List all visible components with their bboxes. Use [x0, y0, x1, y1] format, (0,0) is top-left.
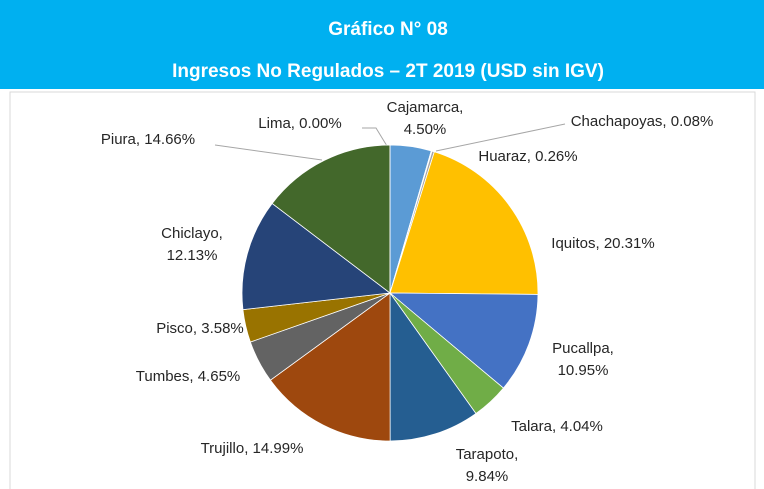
data-label: Tumbes, 4.65%: [136, 368, 241, 385]
data-label: Chiclayo, 12.13%: [161, 225, 223, 264]
pie-slice: [388, 292, 539, 389]
data-label: Pisco, 3.58%: [156, 320, 244, 337]
data-label: Trujillo, 14.99%: [201, 440, 304, 457]
data-label: Cajamarca, 4.50%: [387, 99, 464, 138]
data-label: Lima, 0.00%: [258, 115, 341, 132]
pie-slice: [389, 291, 477, 442]
data-label: Chachapoyas, 0.08%: [571, 113, 714, 130]
leader-line: [214, 144, 323, 161]
data-label: Huaraz, 0.26%: [478, 148, 577, 165]
data-label: Tarapoto, 9.84%: [456, 446, 519, 485]
leader-line: [435, 123, 566, 152]
pie-slice: [269, 292, 391, 442]
data-label: Talara, 4.04%: [511, 418, 603, 435]
data-label: Iquitos, 20.31%: [551, 235, 654, 252]
chart-border: [9, 91, 756, 489]
data-label: Pucallpa, 10.95%: [552, 340, 614, 379]
pie-slice: [241, 202, 392, 311]
chart-subtitle: Ingresos No Regulados – 2T 2019 (USD sin…: [172, 61, 604, 82]
leader-line: [362, 127, 388, 147]
chart-title: Gráfico N° 08: [328, 19, 448, 40]
pie-slice: [389, 151, 539, 295]
header-band: [0, 0, 764, 89]
pie-slice: [271, 144, 391, 294]
data-label: Piura, 14.66%: [101, 131, 195, 148]
